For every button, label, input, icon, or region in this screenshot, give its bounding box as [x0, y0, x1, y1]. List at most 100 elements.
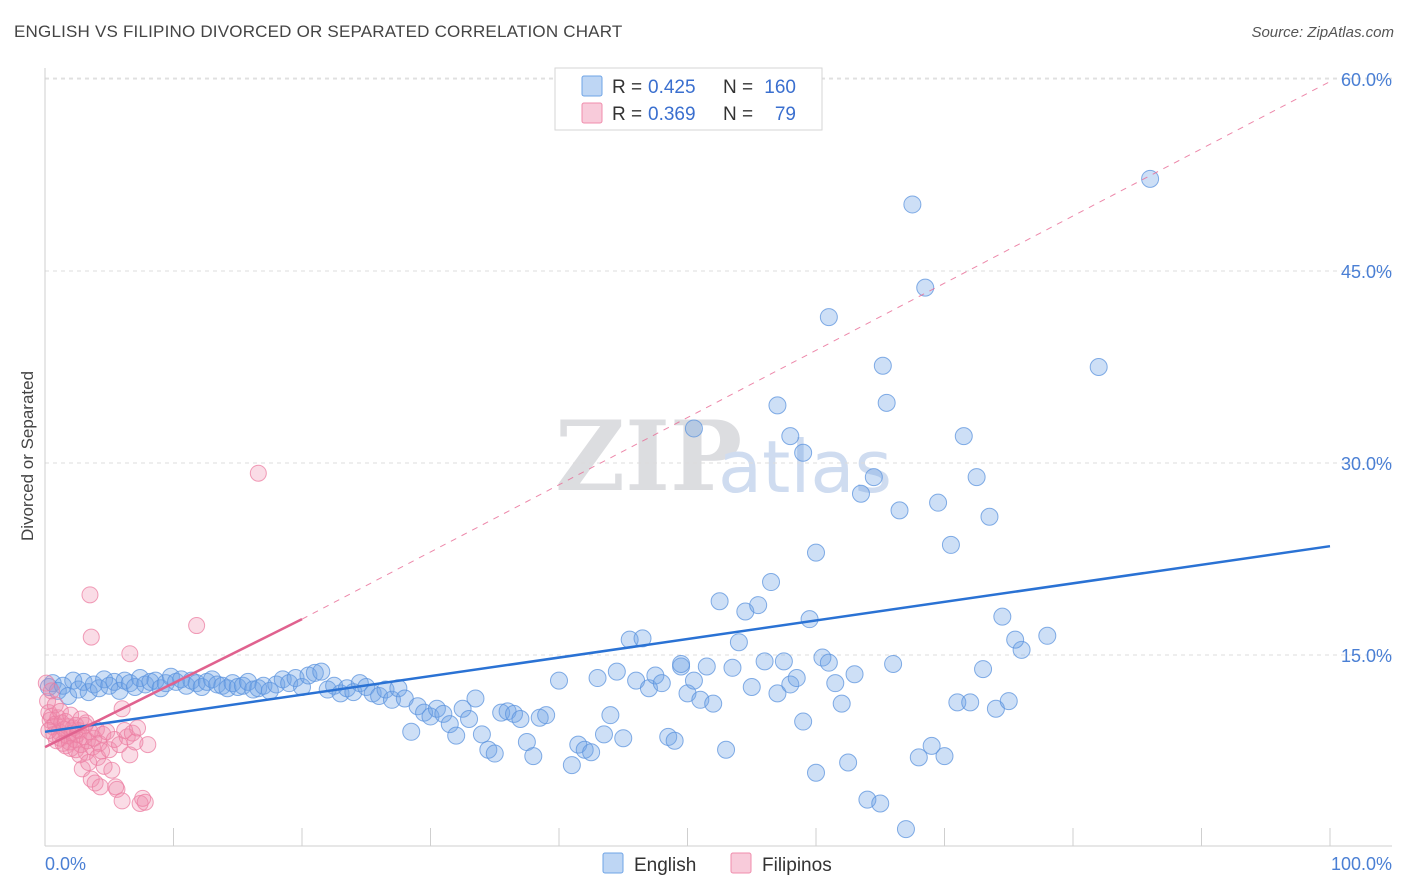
- english-point: [408, 697, 427, 716]
- filipinos-point: [249, 464, 267, 482]
- english-point: [929, 493, 948, 512]
- english-point: [447, 726, 466, 745]
- english-point: [794, 443, 813, 462]
- english-point: [941, 535, 960, 554]
- english-point: [871, 794, 890, 813]
- source-credit: Source: ZipAtlas.com: [1251, 24, 1394, 41]
- english-point: [723, 658, 742, 677]
- english-point: [213, 676, 232, 695]
- english-point: [652, 674, 671, 693]
- english-point: [136, 675, 155, 694]
- english-point: [935, 747, 954, 766]
- english-point: [768, 684, 787, 703]
- series-filipinos-points: [37, 464, 267, 812]
- english-point: [961, 693, 980, 712]
- english-point: [440, 715, 459, 734]
- legend-filipinos-n-value: 79: [775, 104, 796, 125]
- series-english-points: [39, 169, 1160, 839]
- legend-filipinos-r-label: R =: [612, 104, 642, 125]
- english-point: [974, 660, 993, 679]
- legend-english-n-value: 160: [764, 77, 796, 98]
- english-point: [607, 662, 626, 681]
- filipinos-point: [103, 761, 121, 779]
- filipinos-point: [42, 682, 60, 700]
- filipinos-point: [139, 736, 157, 754]
- english-point: [192, 678, 211, 696]
- filipinos-point: [51, 702, 69, 720]
- english-point: [197, 672, 216, 691]
- english-point: [800, 610, 819, 629]
- english-point: [877, 393, 896, 412]
- english-point: [89, 679, 108, 698]
- english-point: [110, 681, 129, 700]
- english-point: [864, 468, 883, 487]
- axes: [44, 68, 1392, 847]
- english-point: [402, 722, 421, 741]
- english-point: [819, 308, 838, 327]
- bottom-legend-english: English: [634, 855, 696, 876]
- trendlines: [44, 81, 1331, 749]
- english-point: [582, 743, 601, 762]
- english-point: [453, 699, 472, 718]
- filipinos-point: [126, 733, 144, 751]
- english-point: [717, 740, 736, 759]
- english-point: [665, 731, 684, 750]
- english-point: [884, 654, 903, 673]
- filipinos-point: [100, 741, 118, 759]
- filipinos-point: [81, 586, 99, 604]
- english-point: [768, 396, 787, 415]
- english-point: [922, 736, 941, 755]
- legend-filipinos-r-value: 0.369: [648, 104, 696, 125]
- english-point: [873, 356, 892, 375]
- english-point: [594, 725, 613, 744]
- legend-filipinos-n-label: N =: [723, 104, 753, 125]
- english-point: [781, 427, 800, 446]
- legend-box: R = 0.425 N = 160 R = 0.369 N = 79: [554, 67, 823, 131]
- x-axis-ticks: [173, 828, 1331, 846]
- english-point: [472, 725, 491, 744]
- english-point: [466, 689, 485, 708]
- english-point: [53, 676, 72, 695]
- english-point: [249, 679, 268, 698]
- y-tick-label-60: 60.0%: [1341, 70, 1392, 90]
- filipinos-trendline-extension: [301, 81, 1331, 620]
- filipinos-trendline: [44, 618, 303, 749]
- english-point: [537, 706, 556, 725]
- english-trendline: [44, 544, 1331, 734]
- english-point: [807, 543, 825, 562]
- english-point: [684, 419, 703, 438]
- filipinos-point: [62, 706, 80, 724]
- english-point: [633, 629, 652, 648]
- english-point: [460, 710, 479, 728]
- gridlines: [45, 77, 1392, 656]
- english-point: [967, 468, 986, 487]
- english-point: [115, 671, 134, 690]
- filipinos-point: [82, 628, 100, 646]
- english-point: [903, 195, 922, 214]
- x-tick-label-max: 100.0%: [1331, 854, 1392, 874]
- english-point: [781, 675, 800, 694]
- filipinos-point: [129, 719, 147, 737]
- english-point: [376, 680, 395, 699]
- bottom-legend-swatch-english: [602, 852, 624, 874]
- english-point: [203, 670, 222, 689]
- english-point: [704, 694, 723, 713]
- english-point: [74, 672, 93, 691]
- english-point: [999, 692, 1018, 711]
- english-point: [524, 747, 543, 766]
- y-axis-tick-labels: 15.0% 30.0% 45.0% 60.0%: [1341, 70, 1392, 666]
- english-point: [890, 501, 909, 520]
- english-point: [646, 666, 665, 685]
- english-point: [916, 278, 935, 297]
- english-point: [601, 706, 620, 725]
- english-point: [819, 653, 838, 672]
- legend-english-r-label: R =: [612, 77, 642, 98]
- x-tick-label-min: 0.0%: [45, 854, 86, 874]
- english-point: [755, 652, 774, 671]
- english-point: [909, 748, 928, 767]
- english-point: [492, 703, 511, 722]
- english-point: [794, 712, 813, 731]
- legend-frame: [554, 67, 823, 131]
- english-point: [710, 592, 729, 611]
